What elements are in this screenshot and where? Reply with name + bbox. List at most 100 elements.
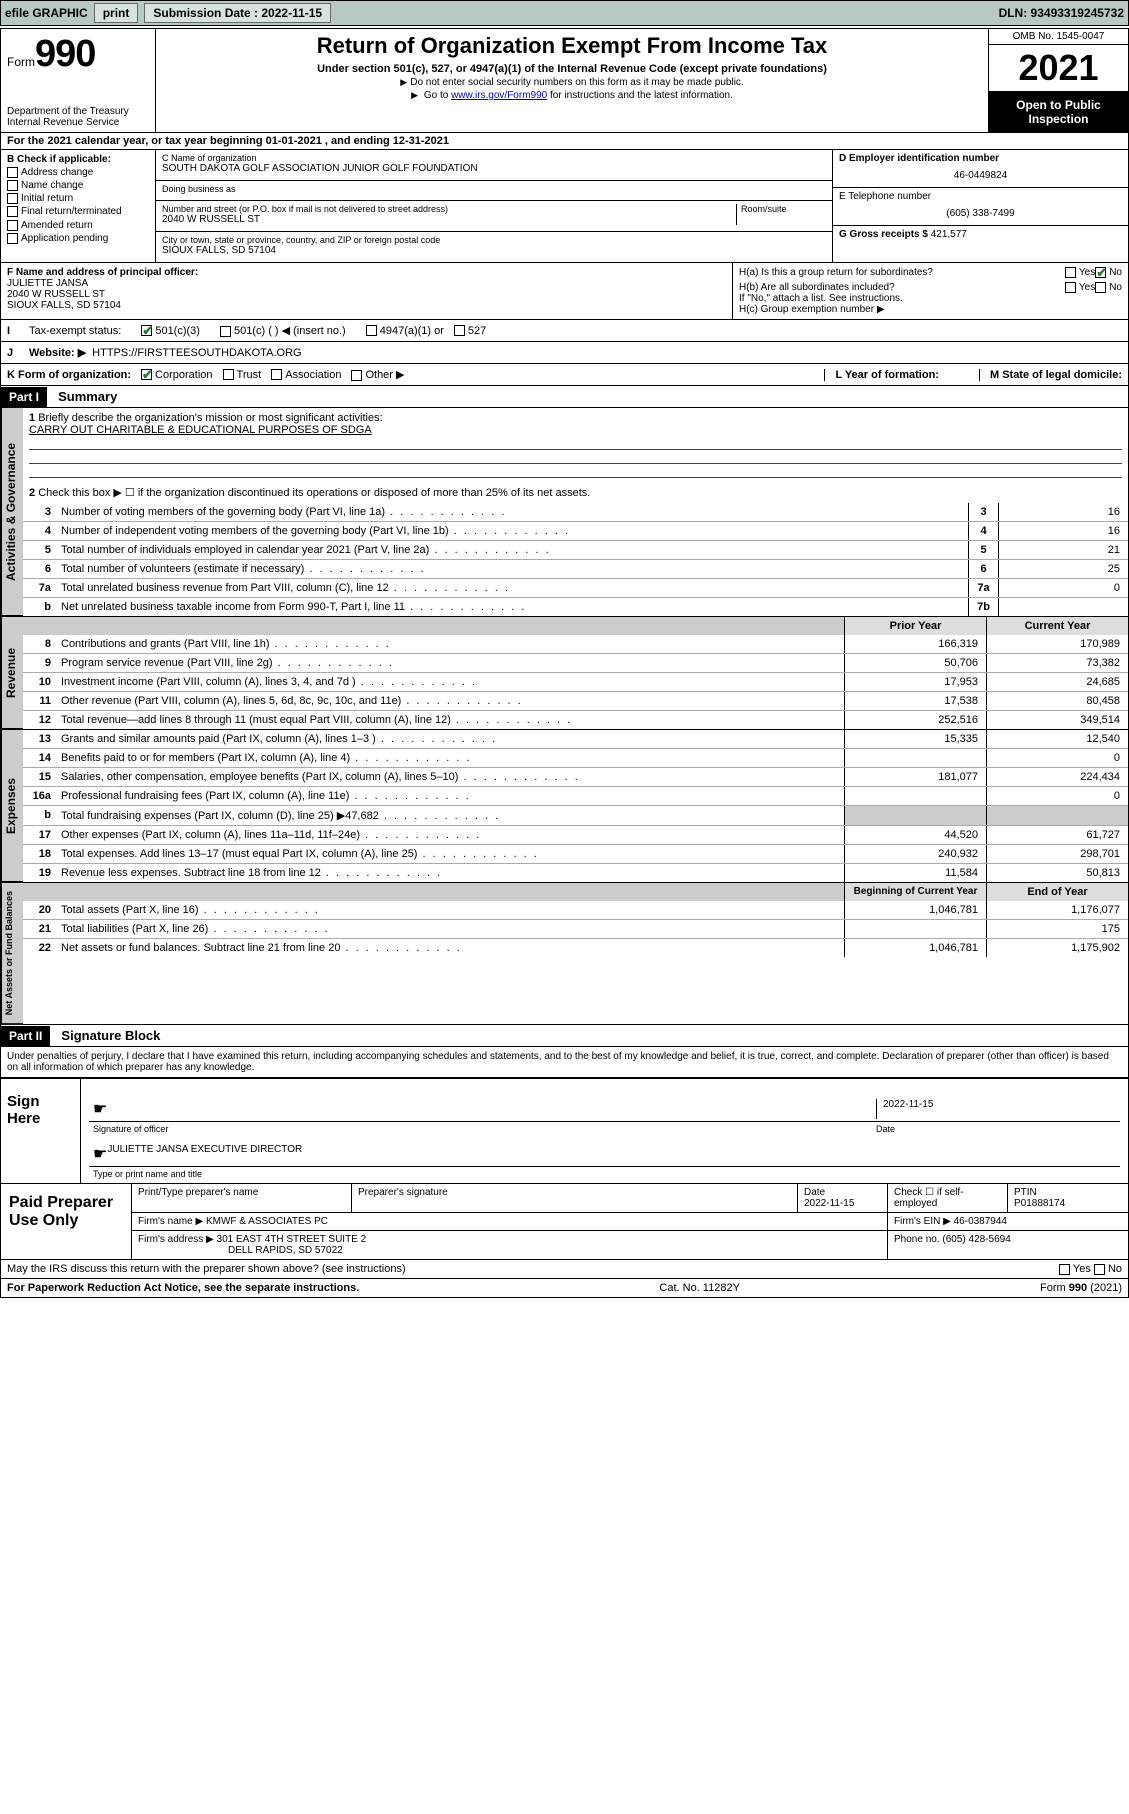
chk-address-change[interactable]: Address change (7, 167, 149, 178)
open-inspection-badge: Open to Public Inspection (989, 92, 1128, 132)
may-irs-discuss: May the IRS discuss this return with the… (1, 1259, 1128, 1278)
addr-cell: Number and street (or P.O. box if mail i… (156, 201, 832, 232)
section-net-assets: Net Assets or Fund Balances Beginning of… (1, 882, 1128, 1024)
dba-cell: Doing business as (156, 181, 832, 201)
row-k-form-org: K Form of organization: Corporation Trus… (1, 364, 1128, 386)
gross-cell: G Gross receipts $ 421,577 (833, 226, 1128, 246)
firm-ein: 46-0387944 (954, 1216, 1007, 1227)
dln-label: DLN: 93493319245732 (999, 6, 1124, 20)
pra-notice: For Paperwork Reduction Act Notice, see … (7, 1282, 359, 1294)
chk-4947[interactable] (366, 325, 377, 336)
irs-link[interactable]: www.irs.gov/Form990 (451, 90, 547, 101)
line1-mission: 1 Briefly describe the organization's mi… (23, 408, 1128, 482)
ein-value: 46-0449824 (839, 170, 1122, 181)
phone-cell: E Telephone number (605) 338-7499 (833, 188, 1128, 226)
submission-date-button[interactable]: Submission Date : 2022-11-15 (144, 3, 331, 23)
chk-trust[interactable] (223, 369, 234, 380)
street-address: 2040 W RUSSELL ST (162, 214, 736, 225)
chk-other[interactable] (351, 370, 362, 381)
tax-year: 2021 (989, 45, 1128, 92)
form-ref: Form 990 (2021) (1040, 1282, 1122, 1294)
part1-header-row: Part I Summary (1, 386, 1128, 408)
chk-527[interactable] (454, 325, 465, 336)
curr-year-hdr: Current Year (986, 617, 1128, 635)
note-link: Go to www.irs.gov/Form990 for instructio… (164, 90, 980, 101)
exp-line-19: 19Revenue less expenses. Subtract line 1… (23, 863, 1128, 882)
firm-addr1: 301 EAST 4TH STREET SUITE 2 (217, 1234, 367, 1245)
chk-ha-no[interactable] (1095, 267, 1106, 278)
chk-501c3[interactable] (141, 325, 152, 336)
city-state-zip: SIOUX FALLS, SD 57104 (162, 245, 826, 256)
org-name: SOUTH DAKOTA GOLF ASSOCIATION JUNIOR GOL… (162, 163, 826, 174)
chk-discuss-yes[interactable] (1059, 1264, 1070, 1275)
firm-addr2: DELL RAPIDS, SD 57022 (228, 1245, 343, 1256)
exp-line-17: 17Other expenses (Part IX, column (A), l… (23, 825, 1128, 844)
part2-badge: Part II (1, 1026, 50, 1046)
exp-line-18: 18Total expenses. Add lines 13–17 (must … (23, 844, 1128, 863)
ein-cell: D Employer identification number 46-0449… (833, 150, 1128, 188)
header-mid: Return of Organization Exempt From Incom… (156, 29, 988, 132)
gov-line-6: 6Total number of volunteers (estimate if… (23, 559, 1128, 578)
header-left: Form990 Department of the Treasury Inter… (1, 29, 156, 132)
chk-hb-yes[interactable] (1065, 282, 1076, 293)
chk-final-return[interactable]: Final return/terminated (7, 206, 149, 217)
col-b-header: B Check if applicable: (7, 154, 149, 165)
sig-date: 2022-11-15 (876, 1099, 1116, 1119)
city-cell: City or town, state or province, country… (156, 232, 832, 262)
exp-line-16a: 16aProfessional fundraising fees (Part I… (23, 786, 1128, 805)
chk-corp[interactable] (141, 369, 152, 380)
header-right: OMB No. 1545-0047 2021 Open to Public In… (988, 29, 1128, 132)
part1-badge: Part I (1, 387, 47, 407)
mission-text: CARRY OUT CHARITABLE & EDUCATIONAL PURPO… (29, 424, 372, 436)
net-header-row: Beginning of Current Year End of Year (23, 883, 1128, 901)
row-j-website: J Website: ▶ HTTPS://FIRSTTEESOUTHDAKOTA… (1, 342, 1128, 364)
ptin-value: P01888174 (1014, 1198, 1065, 1209)
firm-phone: (605) 428-5694 (942, 1234, 1010, 1245)
state-domicile: M State of legal domicile: (979, 369, 1122, 381)
section-revenue: Revenue Prior Year Current Year 8Contrib… (1, 616, 1128, 729)
form-title: Return of Organization Exempt From Incom… (164, 33, 980, 59)
omb-number: OMB No. 1545-0047 (989, 29, 1128, 45)
rev-line-9: 9Program service revenue (Part VIII, lin… (23, 653, 1128, 672)
gov-line-b: bNet unrelated business taxable income f… (23, 597, 1128, 616)
form-footer: For Paperwork Reduction Act Notice, see … (1, 1278, 1128, 1297)
form-header: Form990 Department of the Treasury Inter… (1, 29, 1128, 133)
section-governance: Activities & Governance 1 Briefly descri… (1, 408, 1128, 616)
chk-app-pending[interactable]: Application pending (7, 233, 149, 244)
chk-501c[interactable] (220, 326, 231, 337)
rev-line-10: 10Investment income (Part VIII, column (… (23, 672, 1128, 691)
chk-amended[interactable]: Amended return (7, 220, 149, 231)
gov-line-4: 4Number of independent voting members of… (23, 521, 1128, 540)
row-a-tax-year: For the 2021 calendar year, or tax year … (1, 133, 1128, 150)
chk-ha-yes[interactable] (1065, 267, 1076, 278)
vtab-net-assets: Net Assets or Fund Balances (1, 883, 23, 1024)
print-button[interactable]: print (94, 3, 139, 23)
col-b-checkboxes: B Check if applicable: Address change Na… (1, 150, 156, 262)
form-word: Form (7, 55, 35, 69)
info-grid: B Check if applicable: Address change Na… (1, 150, 1128, 263)
dept-label: Department of the Treasury Internal Reve… (7, 106, 149, 128)
exp-line-15: 15Salaries, other compensation, employee… (23, 767, 1128, 786)
paid-preparer-block: Paid Preparer Use Only Print/Type prepar… (1, 1183, 1128, 1259)
prep-sig-lbl: Preparer's signature (352, 1184, 798, 1212)
chk-hb-no[interactable] (1095, 282, 1106, 293)
rev-line-11: 11Other revenue (Part VIII, column (A), … (23, 691, 1128, 710)
net-line-21: 21Total liabilities (Part X, line 26)175 (23, 919, 1128, 938)
officer-name-title: JULIETTE JANSA EXECUTIVE DIRECTOR (107, 1144, 302, 1164)
end-year-hdr: End of Year (986, 883, 1128, 901)
vtab-expenses: Expenses (1, 730, 23, 882)
rev-line-12: 12Total revenue—add lines 8 through 11 (… (23, 710, 1128, 729)
gov-line-3: 3Number of voting members of the governi… (23, 503, 1128, 521)
note-ssn: Do not enter social security numbers on … (164, 77, 980, 88)
group-return: H(a) Is this a group return for subordin… (733, 263, 1128, 319)
part2-header-row: Part II Signature Block (1, 1024, 1128, 1047)
chk-discuss-no[interactable] (1094, 1264, 1105, 1275)
firm-name: KMWF & ASSOCIATES PC (206, 1216, 328, 1227)
gross-receipts: 421,577 (931, 229, 967, 240)
principal-officer: F Name and address of principal officer:… (1, 263, 733, 319)
chk-name-change[interactable]: Name change (7, 180, 149, 191)
paid-preparer-label: Paid Preparer Use Only (1, 1184, 131, 1259)
chk-assoc[interactable] (271, 369, 282, 380)
chk-initial-return[interactable]: Initial return (7, 193, 149, 204)
rev-line-8: 8Contributions and grants (Part VIII, li… (23, 635, 1128, 653)
